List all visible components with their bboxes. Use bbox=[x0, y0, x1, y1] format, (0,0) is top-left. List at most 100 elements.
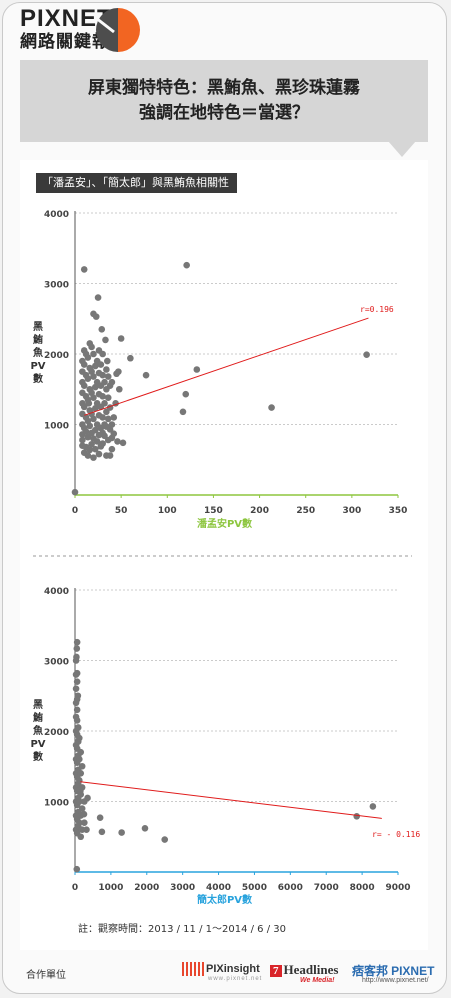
data-point bbox=[90, 373, 97, 380]
x-tick-label: 0 bbox=[72, 883, 78, 893]
pixinsight-name: PIXinsight bbox=[206, 962, 260, 975]
data-point bbox=[98, 326, 106, 333]
data-point bbox=[81, 798, 88, 805]
data-point bbox=[84, 396, 92, 404]
data-point bbox=[114, 438, 121, 445]
pixinsight-bars-icon bbox=[182, 962, 204, 976]
data-point bbox=[108, 378, 116, 386]
y-tick-label: 4000 bbox=[44, 210, 69, 220]
trend-line bbox=[84, 317, 369, 416]
x-tick-label: 9000 bbox=[385, 883, 410, 893]
data-point bbox=[77, 770, 85, 777]
pixinsight-url: www.pixnet.net bbox=[208, 976, 263, 982]
data-point bbox=[86, 446, 94, 454]
data-point bbox=[96, 814, 104, 822]
x-tick-label: 150 bbox=[204, 506, 223, 516]
data-point bbox=[83, 826, 90, 833]
data-point bbox=[103, 423, 110, 430]
data-point bbox=[101, 400, 108, 407]
data-point bbox=[99, 414, 106, 421]
data-point bbox=[97, 361, 105, 368]
x-tick-label: 4000 bbox=[206, 883, 231, 893]
data-point bbox=[90, 394, 97, 402]
y-tick-label: 1000 bbox=[44, 799, 69, 809]
data-point bbox=[77, 812, 85, 819]
data-point bbox=[90, 415, 97, 423]
y-tick-label: 3000 bbox=[44, 658, 69, 668]
pixnet-url: http://www.pixnet.net/ bbox=[362, 977, 429, 984]
data-point bbox=[73, 717, 81, 724]
y-axis-label: 黑鮪魚 PV 數 bbox=[30, 321, 45, 385]
data-point bbox=[77, 833, 85, 841]
correlation-label: r=0.196 bbox=[360, 305, 394, 314]
data-point bbox=[78, 805, 86, 812]
data-point bbox=[76, 755, 83, 763]
data-point bbox=[117, 335, 125, 342]
partners-label: 合作單位 bbox=[26, 970, 66, 981]
data-point bbox=[113, 370, 120, 378]
x-tick-label: 1000 bbox=[98, 883, 123, 893]
pixnet-logo[interactable]: 痞客邦 PIXNET http://www.pixnet.net/ bbox=[352, 962, 434, 984]
x-tick-label: 100 bbox=[158, 506, 177, 516]
data-point bbox=[99, 440, 106, 447]
footnote: 註：觀察時間：2013 / 11 / 1～2014 / 6 / 30 bbox=[78, 924, 286, 935]
data-point bbox=[79, 436, 86, 444]
data-point bbox=[80, 382, 88, 390]
x-tick-label: 3000 bbox=[170, 883, 195, 893]
7headlines-logo[interactable]: 7 Headlines We Media! bbox=[270, 962, 338, 984]
data-point bbox=[102, 336, 109, 344]
x-tick-label: 6000 bbox=[278, 883, 303, 893]
headline-line-1: 屏東獨特特色：黑鮪魚、黑珍珠蓮霧 bbox=[88, 78, 360, 98]
data-point bbox=[80, 361, 88, 368]
data-point bbox=[363, 351, 370, 359]
data-point bbox=[73, 638, 81, 646]
x-axis-label: 潘孟安PV數 bbox=[197, 517, 252, 530]
correlation-label: r= - 0.116 bbox=[372, 830, 420, 839]
data-point bbox=[119, 439, 127, 447]
data-point bbox=[84, 375, 92, 382]
data-point bbox=[76, 798, 83, 805]
pie-logo-icon bbox=[95, 8, 140, 52]
data-point bbox=[103, 366, 110, 373]
data-point bbox=[73, 678, 81, 685]
chart-card bbox=[20, 160, 428, 950]
x-tick-label: 250 bbox=[296, 506, 315, 516]
brand-block: PIXNET 網路關鍵報告 bbox=[20, 6, 128, 53]
x-tick-label: 300 bbox=[342, 506, 361, 516]
data-point bbox=[77, 748, 85, 756]
data-point bbox=[161, 836, 169, 843]
pixinsight-logo[interactable]: PIXinsight www.pixnet.net bbox=[182, 962, 261, 982]
data-point bbox=[193, 366, 201, 373]
x-tick-label: 2000 bbox=[134, 883, 159, 893]
data-point bbox=[92, 445, 99, 453]
data-point bbox=[104, 436, 112, 444]
data-point bbox=[110, 414, 118, 421]
data-point bbox=[104, 394, 112, 402]
data-point bbox=[115, 385, 123, 393]
data-point bbox=[108, 421, 116, 428]
data-point bbox=[71, 488, 79, 496]
data-point bbox=[182, 390, 190, 398]
data-point bbox=[84, 354, 92, 361]
data-point bbox=[141, 824, 149, 832]
y-tick-label: 2000 bbox=[44, 351, 69, 361]
data-point bbox=[101, 378, 108, 386]
data-point bbox=[73, 865, 81, 873]
data-point bbox=[93, 438, 101, 445]
data-point bbox=[78, 762, 86, 770]
data-point bbox=[84, 452, 92, 459]
data-point bbox=[127, 354, 134, 362]
data-point bbox=[86, 422, 94, 430]
pixnet-cn-name: 痞客邦 bbox=[352, 964, 389, 978]
y-tick-label: 4000 bbox=[44, 587, 69, 597]
section-tag-text: 「潘孟安」、「簡太郎」與黑鮪魚相關性 bbox=[42, 176, 229, 189]
data-point bbox=[92, 313, 100, 320]
data-point bbox=[90, 350, 97, 358]
headline-banner: 屏東獨特特色：黑鮪魚、黑珍珠蓮霧 強調在地特色＝當選？ bbox=[20, 60, 428, 142]
y-tick-label: 1000 bbox=[44, 422, 69, 432]
data-point bbox=[72, 685, 80, 692]
data-point bbox=[104, 357, 111, 365]
data-point bbox=[76, 734, 83, 742]
x-axis-label: 簡太郎PV數 bbox=[197, 893, 252, 906]
